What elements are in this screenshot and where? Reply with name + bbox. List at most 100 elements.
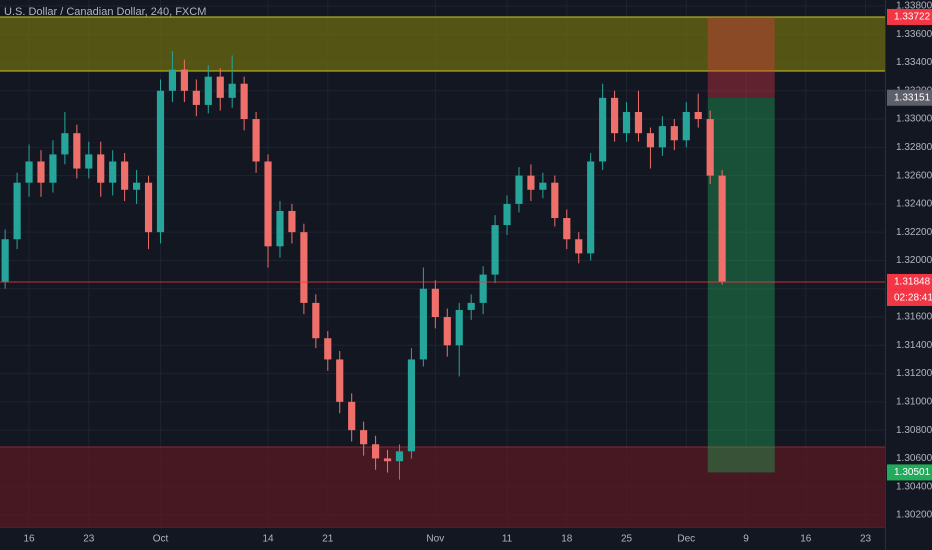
candle-body (622, 111, 631, 134)
candle-body (718, 175, 726, 282)
candle-body (1, 239, 9, 282)
candles (1, 51, 726, 480)
y-tick-label: 1.30600 (896, 453, 932, 464)
y-tick-label: 1.30800 (896, 425, 932, 436)
x-tick-label: 23 (860, 534, 872, 545)
y-tick-label: 1.31200 (896, 368, 932, 379)
y-tick-label: 1.32000 (896, 255, 932, 266)
candle-body (539, 182, 547, 190)
candle-body (49, 154, 57, 183)
candle-body (395, 451, 404, 462)
axes: 1.30200 1.30400 1.30600 1.30800 1.31000 1.312… (23, 1, 932, 545)
x-tick-label: 25 (621, 534, 633, 545)
price-label-bg (887, 89, 932, 106)
y-tick-label: 1.33000 (896, 114, 932, 125)
candle-body (144, 182, 153, 233)
candle-body (479, 274, 487, 303)
candle-body (527, 175, 535, 190)
x-tick-label: 14 (262, 534, 274, 545)
candle-body (360, 430, 368, 445)
y-tick-label: 1.31600 (896, 312, 932, 323)
candle-body (658, 126, 666, 148)
candle-body (37, 161, 45, 183)
candle-body (180, 69, 188, 91)
candle-body (503, 203, 511, 226)
y-tick-label: 1.32600 (896, 170, 932, 181)
candle-body (300, 232, 308, 303)
x-tick-label: Nov (426, 534, 444, 545)
price-label-bg (887, 273, 932, 290)
x-tick-label: 21 (322, 534, 334, 545)
y-tick-label: 1.30400 (896, 481, 932, 492)
candle-body (324, 338, 332, 360)
candle-body (73, 133, 81, 169)
y-tick-label: 1.33600 (896, 29, 932, 40)
x-tick-label: 16 (23, 534, 35, 545)
candle-body (252, 119, 260, 162)
candle-body (634, 111, 643, 134)
price-label: 1.33151 (894, 92, 931, 103)
candle-body (610, 97, 619, 134)
candle-body (694, 111, 702, 120)
y-tick-label: 1.33800 (896, 1, 932, 12)
candle-body (551, 182, 559, 219)
position-reward (707, 97, 775, 473)
candle-body (467, 302, 475, 310)
candle-body (371, 444, 380, 459)
candle-body (443, 317, 451, 346)
candle-body (599, 97, 607, 162)
x-tick-label: 18 (561, 534, 573, 545)
zones (0, 16, 885, 527)
x-tick-label: Dec (677, 534, 695, 545)
candle-body (228, 83, 236, 98)
candle-body (383, 458, 392, 462)
price-label-bg (887, 464, 932, 481)
price-label: 1.31848 (894, 277, 931, 288)
price-label: 1.30501 (894, 467, 931, 478)
candle-body (192, 90, 200, 105)
candle-body (348, 401, 356, 431)
candle-body (670, 126, 678, 141)
candle-body (407, 359, 416, 452)
chart-title: U.S. Dollar / Canadian Dollar, 240, FXCM (4, 6, 206, 18)
y-tick-label: 1.33400 (896, 57, 932, 68)
y-tick-label: 1.32800 (896, 142, 932, 153)
candle-body (25, 161, 33, 183)
x-tick-label: 16 (800, 534, 812, 545)
x-tick-label: 9 (743, 534, 749, 545)
price-label-bg (887, 8, 932, 25)
candle-body (575, 239, 583, 254)
candle-body (587, 161, 595, 254)
position-risk (707, 16, 775, 98)
y-tick-label: 1.31400 (896, 340, 932, 351)
candle-body (563, 218, 571, 240)
candle-body (288, 210, 296, 233)
candle-body (646, 133, 655, 148)
candle-body (156, 90, 165, 233)
countdown: 02:28:41 (894, 293, 932, 304)
zone (0, 446, 885, 527)
candle-body (276, 210, 284, 247)
x-tick-label: 11 (502, 534, 513, 545)
candle-body (61, 133, 69, 155)
zone (0, 16, 885, 71)
price-label: 1.33722 (894, 12, 931, 23)
candle-body (85, 154, 93, 169)
candle-body (204, 76, 212, 105)
candle-body (216, 76, 224, 98)
candle-body (336, 359, 344, 402)
candle-body (97, 154, 105, 183)
candle-body (419, 288, 427, 360)
candle-body (168, 69, 177, 91)
x-tick-label: 23 (83, 534, 95, 545)
candle-body (682, 111, 690, 141)
countdown-bg (887, 289, 932, 306)
candle-body (121, 161, 129, 190)
y-tick-label: 1.31000 (896, 397, 932, 408)
candle-body (706, 119, 714, 176)
candle-body (13, 182, 21, 240)
candle-body (491, 225, 499, 275)
candle-body (515, 175, 523, 204)
